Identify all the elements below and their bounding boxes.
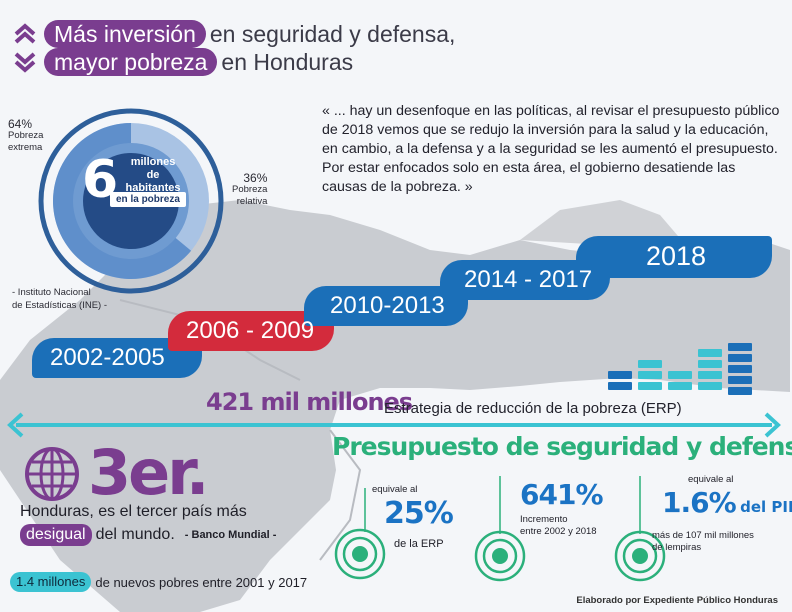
period-label-2002: 2002-2005 [50, 344, 165, 371]
credit-text: Elaborado por Expediente Público Hondura… [576, 595, 778, 606]
title-line-1: Más inversión en seguridad y defensa, [14, 19, 455, 49]
extreme-label-1: Pobreza [8, 130, 44, 141]
erp-amount: 421 mil millones [206, 388, 413, 416]
period-banner-2010: 2010-2013 [304, 286, 468, 326]
erp-label: Estrategia de reducción de la pobreza (E… [384, 400, 682, 417]
item3-value: 1.6% [662, 486, 737, 519]
item2-line-1: Incremento [520, 514, 568, 525]
period-label-2014: 2014 - 2017 [464, 266, 593, 293]
item3-pre: equivale al [688, 474, 734, 485]
millones-line-2: de habitantes [125, 169, 181, 194]
new-poor-line: 1.4 millones de nuevos pobres entre 2001… [10, 572, 307, 592]
millones-label: millones de habitantes [118, 156, 188, 195]
title-text-2: en Honduras [221, 48, 354, 75]
target-icon-1 [334, 528, 386, 580]
double-arrow-icon [7, 412, 781, 438]
millones-line-1: millones [130, 156, 176, 168]
title-pill-pobreza: mayor pobreza [44, 48, 218, 76]
item3-value-row: 1.6% del PIB [662, 486, 792, 519]
globe-icon [25, 447, 79, 501]
period-banner-2018: 2018 [576, 236, 772, 278]
item3-line-1: más de 107 mil millones [652, 530, 754, 541]
rank-third: 3er. [88, 436, 209, 509]
period-banner-2002: 2002-2005 [32, 338, 202, 378]
relative-label-1: Pobreza [232, 184, 268, 195]
pointer-line-1 [364, 488, 366, 532]
relative-pct: 36% [243, 171, 268, 185]
title-pill-inversion: Más inversión [44, 20, 206, 48]
title-text-1: en seguridad y defensa, [209, 20, 456, 47]
item1-post: de la ERP [394, 538, 444, 550]
item1-value: 25% [384, 496, 454, 531]
quote-text: « ... hay un desenfoque en las políticas… [322, 103, 780, 195]
period-banner-2014: 2014 - 2017 [440, 260, 610, 300]
item2-value: 641% [520, 478, 604, 511]
item2-line-2: entre 2002 y 2018 [520, 526, 597, 537]
period-banner-2006: 2006 - 2009 [168, 311, 334, 351]
ranking-line-2-rest: del mundo. [95, 526, 175, 543]
desigual-pill: desigual [20, 524, 92, 546]
item1-pre: equivale al [372, 484, 418, 495]
extreme-label-2: extrema [8, 142, 43, 153]
relative-poverty-label: 36% Pobreza relativa [232, 172, 267, 208]
ine-source-line-2: de Estadísticas (INE) - [12, 300, 108, 311]
en-la-pobreza-pill: en la pobreza [110, 192, 186, 207]
new-poor-pill: 1.4 millones [10, 572, 92, 592]
extreme-pct: 64% [8, 117, 33, 131]
new-poor-rest: de nuevos pobres entre 2001 y 2017 [95, 574, 308, 590]
ranking-line-2: desigual del mundo. - Banco Mundial - [20, 524, 276, 546]
ine-source-line-1: - Instituto Nacional [12, 287, 91, 298]
pointer-line-3 [639, 476, 641, 534]
pointer-line-2 [499, 476, 501, 534]
ine-source: - Instituto Nacional de Estadísticas (IN… [12, 286, 107, 312]
ranking-line-1: Honduras, es el tercer país más [20, 503, 247, 520]
relative-label-2: relativa [236, 196, 268, 207]
title-line-2: mayor pobreza en Honduras [14, 47, 353, 77]
target-icon-2 [474, 530, 526, 582]
extreme-poverty-label: 64% Pobreza extrema [8, 118, 43, 154]
donut-center-label: 6 millones de habitantes en la pobreza [82, 150, 190, 222]
period-label-2006: 2006 - 2009 [186, 317, 315, 344]
item3-suffix: del PIB [740, 498, 792, 516]
period-label-2010: 2010-2013 [330, 292, 445, 319]
period-label-2018: 2018 [646, 241, 707, 271]
budget-title: Presupuesto de seguridad y defensa [332, 432, 792, 461]
chevron-up-icon [14, 23, 36, 44]
item3-line-2: de lempiras [652, 542, 702, 553]
banco-mundial-source: - Banco Mundial - [184, 529, 277, 541]
chevron-down-icon [14, 52, 36, 73]
poverty-donut-chart [38, 108, 224, 294]
